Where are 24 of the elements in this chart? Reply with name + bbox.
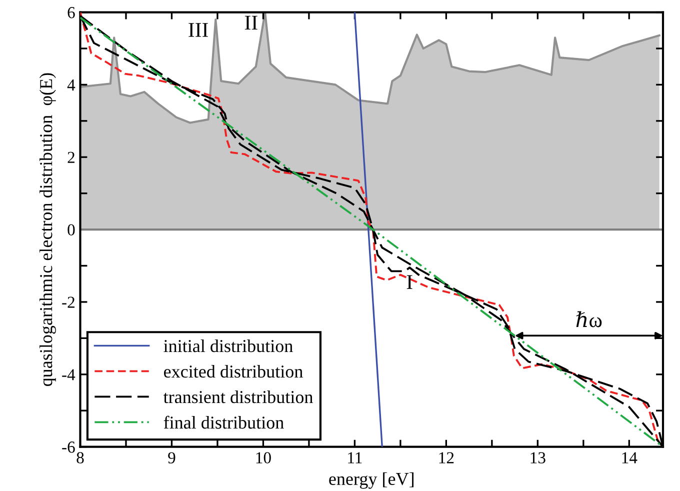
annotation: ℏω <box>576 311 602 328</box>
y-tick-label: 0 <box>68 224 75 236</box>
y-tick-label: 4 <box>67 80 76 90</box>
y-tick-label: 2 <box>68 152 74 163</box>
legend-label: excited distribution <box>164 364 303 378</box>
legend-label: initial distribution <box>164 339 293 352</box>
y-axis-title: quasilogarithmic electron distribution φ(E) <box>40 73 56 386</box>
x-tick-label: 11 <box>348 452 362 464</box>
annotation: I <box>406 275 412 289</box>
y-tick-label: -2 <box>62 296 74 308</box>
x-axis-title: energy [eV] <box>329 472 414 489</box>
legend-label: final distribution <box>164 416 284 429</box>
y-tick-label: -6 <box>62 442 75 453</box>
x-tick-label: 10 <box>256 452 271 464</box>
x-tick-label: 14 <box>622 452 638 464</box>
y-tick-label: -4 <box>62 369 76 380</box>
x-tick-label: 13 <box>530 452 546 464</box>
annotation: II <box>244 16 258 30</box>
x-tick-label: 12 <box>439 452 454 464</box>
legend-label: transient distribution <box>163 390 313 404</box>
x-tick-label: 9 <box>168 452 176 464</box>
x-tick-label: 8 <box>76 452 84 464</box>
annotation: III <box>188 23 208 37</box>
y-tick-label: 6 <box>68 7 75 18</box>
